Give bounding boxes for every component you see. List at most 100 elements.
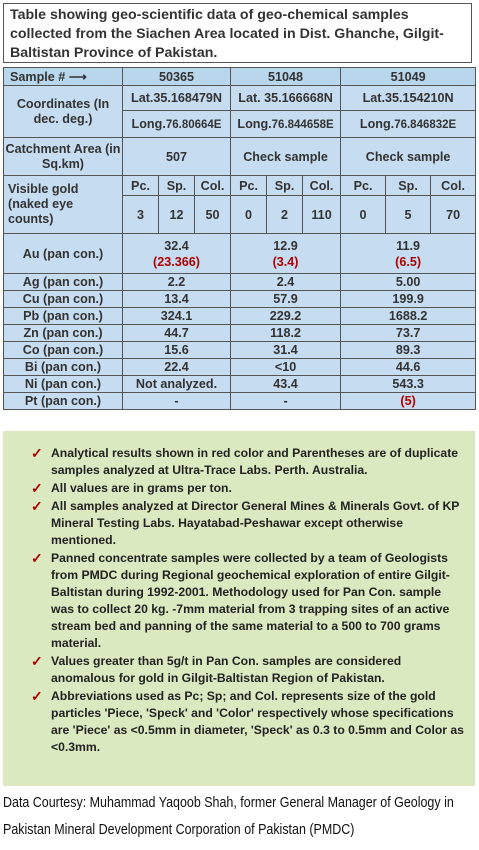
note-item: ✓ Analytical results shown in red color a…: [31, 445, 459, 477]
element-value: 324.1: [121, 307, 232, 325]
gold-count: 70: [430, 195, 477, 234]
sample-row: Sample # ⟶ 50365 51048 51049: [3, 67, 477, 86]
element-row: Ag (pan con.) 2.2 2.4 5.00: [3, 273, 477, 291]
document-title: Table showing geo-scientific data of geo…: [3, 3, 472, 63]
check-mark-icon: ✓: [31, 498, 43, 514]
element-value: 57.9: [230, 290, 342, 308]
longitude-value: Long.76.80664E: [121, 110, 232, 138]
note-item: ✓ Abbreviations used as Pc; Sp; and Col. …: [31, 688, 464, 754]
gold-count: 110: [302, 195, 342, 234]
element-label: Ag (pan con.): [3, 273, 123, 291]
element-value: -: [230, 392, 342, 410]
data-courtesy-line: Pakistan Mineral Development Corporation…: [3, 822, 355, 838]
gold-count: 50: [193, 195, 232, 234]
note-item: ✓ All values are in grams per ton.: [31, 480, 232, 496]
gold-size-header: Sp.: [385, 175, 432, 196]
element-value: 31.4: [230, 341, 342, 359]
element-value: 2.2: [121, 273, 232, 291]
au-value-cell: 11.9 (6.5): [340, 233, 477, 274]
element-value: 229.2: [230, 307, 342, 325]
au-value-cell: 12.9 (3.4): [230, 233, 342, 274]
longitude-value: Long.76.844658E: [230, 110, 342, 138]
catchment-label: Catchment Area (in Sq.km): [3, 137, 123, 176]
latitude-value: Lat.35.168479N: [121, 85, 232, 111]
element-label: Co (pan con.): [3, 341, 123, 359]
data-courtesy: Data Courtesy: Muhammad Yaqoob Shah, for…: [3, 790, 454, 844]
gold-size-header: Pc.: [122, 175, 159, 196]
element-rows: Ag (pan con.) 2.2 2.4 5.00 Cu (pan con.)…: [3, 273, 477, 410]
element-value: 118.2: [230, 324, 342, 342]
element-value: (5): [340, 392, 477, 410]
element-value: 1688.2: [340, 307, 477, 325]
gold-size-header: Col.: [193, 175, 232, 196]
element-label: Zn (pan con.): [3, 324, 123, 342]
latitude-row: Coordinates (In dec. deg.) Lat.35.168479…: [3, 85, 477, 138]
au-value: 11.9: [396, 238, 420, 253]
au-value: 12.9: [273, 238, 298, 253]
longitude-value: Long.76.846832E: [340, 110, 477, 138]
gold-size-header: Sp.: [158, 175, 195, 196]
element-value: -: [121, 392, 232, 410]
gold-count: 5: [385, 195, 432, 234]
element-value: 13.4: [121, 290, 232, 308]
gold-count: 2: [266, 195, 304, 234]
note-item: ✓ All samples analyzed at Director Genera…: [31, 498, 460, 547]
element-value: 5.00: [340, 273, 477, 291]
element-value: 73.7: [340, 324, 477, 342]
element-value: <10: [230, 358, 342, 376]
element-label: Au (pan con.): [3, 233, 123, 274]
au-duplicate-value: (6.5): [395, 254, 422, 269]
note-item: ✓ Values greater than 5g/t in Pan Con. sa…: [31, 653, 402, 685]
element-label: Ni (pan con.): [3, 375, 123, 393]
visible-gold-label: Visible gold (naked eye counts): [3, 175, 123, 234]
element-value: 43.4: [230, 375, 342, 393]
element-row: Bi (pan con.) 22.4 <10 44.6: [3, 358, 477, 376]
au-value-cell: 32.4 (23.366): [121, 233, 232, 274]
element-value: 543.3: [340, 375, 477, 393]
gold-size-header: Sp.: [266, 175, 304, 196]
check-mark-icon: ✓: [31, 653, 43, 669]
element-row: Cu (pan con.) 13.4 57.9 199.9: [3, 290, 477, 308]
arrow-right-icon: ⟶: [68, 70, 87, 84]
notes-panel: ✓ Analytical results shown in red color a…: [3, 431, 475, 786]
gold-size-header: Col.: [302, 175, 342, 196]
check-mark-icon: ✓: [31, 480, 43, 496]
element-value: 15.6: [121, 341, 232, 359]
sample-label: Sample #: [10, 70, 66, 84]
gold-count: 0: [340, 195, 387, 234]
element-value: 89.3: [340, 341, 477, 359]
element-row: Zn (pan con.) 44.7 118.2 73.7: [3, 324, 477, 342]
gold-size-header: Col.: [430, 175, 477, 196]
element-label: Pt (pan con.): [3, 392, 123, 410]
au-row: Au (pan con.) 32.4 (23.366) 12.9 (3.4) 11.…: [3, 233, 477, 274]
element-label: Cu (pan con.): [3, 290, 123, 308]
sample-id: 50365: [121, 67, 232, 86]
catchment-value: 507: [121, 137, 232, 176]
au-duplicate-value: (23.366): [153, 254, 200, 269]
gold-count: 0: [230, 195, 268, 234]
gold-size-header-row: Visible gold (naked eye counts) Pc. Sp. …: [3, 175, 477, 234]
element-row: Co (pan con.) 15.6 31.4 89.3: [3, 341, 477, 359]
check-mark-icon: ✓: [31, 550, 43, 566]
element-label: Bi (pan con.): [3, 358, 123, 376]
gold-size-header: Pc.: [340, 175, 387, 196]
latitude-value: Lat. 35.166668N: [230, 85, 342, 111]
sample-label-cell: Sample # ⟶: [3, 67, 123, 86]
check-mark-icon: ✓: [31, 445, 43, 461]
element-label: Pb (pan con.): [3, 307, 123, 325]
data-courtesy-line: Data Courtesy: Muhammad Yaqoob Shah, for…: [3, 795, 454, 811]
element-row: Pt (pan con.) - - (5): [3, 392, 477, 410]
sample-id: 51048: [230, 67, 342, 86]
gold-count: 3: [122, 195, 159, 234]
coordinates-label: Coordinates (In dec. deg.): [3, 85, 123, 138]
element-row: Ni (pan con.) Not analyzed. 43.4 543.3: [3, 375, 477, 393]
element-value: 44.6: [340, 358, 477, 376]
catchment-value: Check sample: [340, 137, 477, 176]
check-mark-icon: ✓: [31, 688, 43, 704]
gold-count-row: 3 12 50 0 2 110 0 5 70: [4, 195, 477, 234]
geochemical-data-table: Sample # ⟶ 50365 51048 51049 Coordinates…: [3, 67, 477, 410]
longitude-row: Long.76.80664E Long.76.844658E Long.76.8…: [4, 110, 477, 138]
element-row: Pb (pan con.) 324.1 229.2 1688.2: [3, 307, 477, 325]
note-item: ✓ Panned concentrate samples were collect…: [31, 550, 450, 650]
element-value: 199.9: [340, 290, 477, 308]
